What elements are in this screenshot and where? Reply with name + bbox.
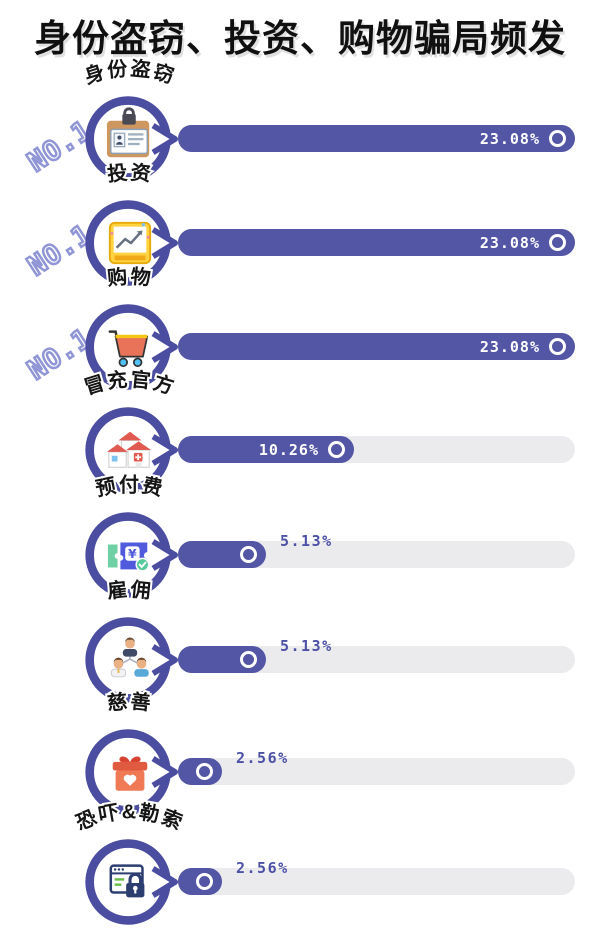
svg-text:冒充官方: 冒充官方	[82, 367, 179, 399]
svg-text:购物: 购物	[106, 264, 154, 290]
bar-track: 5.13% 5.13%	[178, 532, 575, 568]
category-label-arc: 恐吓&勒索	[71, 799, 188, 837]
bar-track: 23.08% 23.08%	[178, 229, 575, 256]
browser-lock-icon	[85, 839, 178, 925]
category-label: 投资	[104, 158, 154, 188]
page-title: 身份盗窃、投资、购物骗局频发	[34, 18, 566, 59]
category-label: 购物	[104, 262, 154, 292]
bar-fill: 2.56%	[178, 868, 222, 895]
bar-value-outside: 2.56%	[236, 749, 289, 767]
bar-end-ring-icon	[549, 234, 566, 251]
trend-chart-icon	[85, 200, 178, 286]
category-label-arc: 慈善	[104, 687, 154, 717]
bar-value: 23.08%	[479, 233, 540, 252]
svg-text:雇佣: 雇佣	[106, 577, 154, 603]
bar-track: 23.08% 23.08%	[178, 333, 575, 360]
bar-track: 23.08% 23.08%	[178, 125, 575, 152]
category-label: 慈善	[104, 687, 154, 717]
bar-fill: 5.13%	[178, 541, 266, 568]
bar-fill: 5.13%	[178, 646, 266, 673]
svg-text:预付费: 预付费	[94, 472, 167, 500]
svg-text:¥: ¥	[128, 546, 137, 561]
category-label: 雇佣	[104, 575, 154, 605]
bar-track: 2.56% 2.56%	[178, 859, 575, 895]
prepaid-voucher-icon: ¥	[85, 512, 178, 598]
category-label: 预付费	[92, 470, 167, 502]
category-label-arc: 身份盗窃	[79, 54, 178, 90]
charity-gift-icon	[85, 729, 178, 815]
bar-fill: 10.26%	[178, 436, 354, 463]
bar-end-ring-icon	[196, 763, 213, 780]
bar-end-ring-icon	[549, 338, 566, 355]
bar-end-ring-icon	[196, 873, 213, 890]
employment-people-icon	[85, 617, 178, 703]
category-label: 恐吓&勒索	[71, 799, 188, 837]
svg-text:慈善: 慈善	[106, 689, 154, 715]
bar-end-ring-icon	[240, 651, 257, 668]
bar-track: 2.56% 2.56%	[178, 749, 575, 785]
svg-text:恐吓&勒索: 恐吓&勒索	[73, 801, 188, 835]
bar-value: 10.26%	[258, 440, 319, 459]
bar-fill: 23.08%	[178, 125, 575, 152]
bar-end-ring-icon	[328, 441, 345, 458]
bar-value-outside: 5.13%	[280, 532, 333, 550]
bar-value: 23.08%	[479, 337, 540, 356]
id-card-lock-icon	[85, 96, 178, 182]
bar-track: 10.26% 10.26%	[178, 436, 575, 463]
bar-value: 23.08%	[479, 129, 540, 148]
category-label: 冒充官方	[80, 365, 179, 401]
bar-value-outside: 2.56%	[236, 859, 289, 877]
bar-value-outside: 5.13%	[280, 637, 333, 655]
bar-fill: 2.56%	[178, 758, 222, 785]
svg-text:身份盗窃: 身份盗窃	[81, 56, 178, 88]
category-label-arc: 购物	[104, 262, 154, 292]
bar-fill: 23.08%	[178, 333, 575, 360]
bar-track: 5.13% 5.13%	[178, 637, 575, 673]
category-label-arc: 冒充官方	[80, 365, 179, 401]
category-label-arc: 预付费	[92, 470, 167, 502]
official-building-icon	[85, 407, 178, 493]
bar-end-ring-icon	[549, 130, 566, 147]
shopping-cart-icon	[85, 304, 178, 390]
category-label: 身份盗窃	[79, 54, 178, 90]
category-label-arc: 雇佣	[104, 575, 154, 605]
category-label-arc: 投资	[104, 158, 154, 188]
bar-end-ring-icon	[240, 546, 257, 563]
svg-text:投资: 投资	[106, 160, 154, 186]
bar-fill: 23.08%	[178, 229, 575, 256]
